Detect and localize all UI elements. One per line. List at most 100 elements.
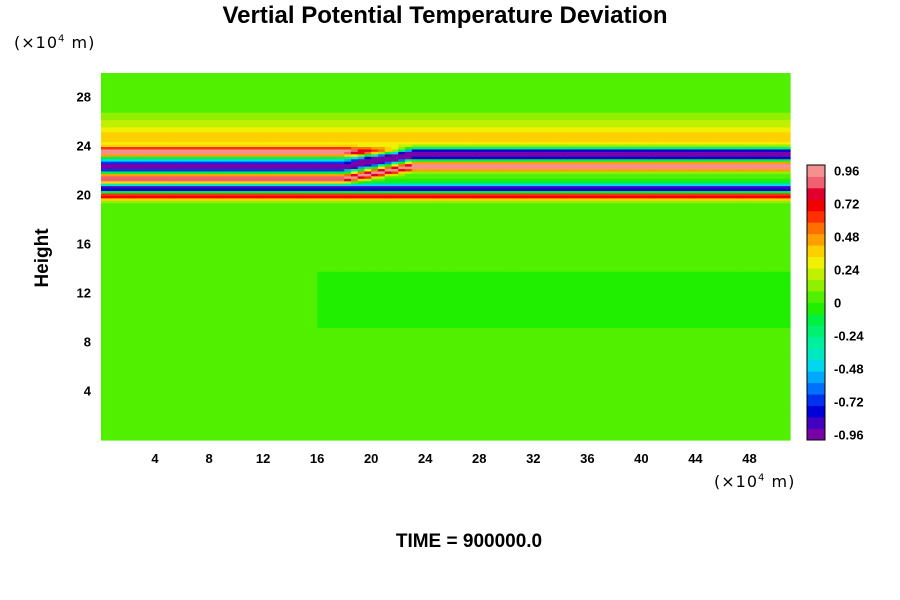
heatmap-cell <box>236 417 244 422</box>
heatmap-cell <box>202 410 210 414</box>
heatmap-cell <box>749 395 757 400</box>
heatmap-cell <box>377 398 386 402</box>
heatmap-cell <box>661 430 670 434</box>
heatmap-cell <box>594 427 602 431</box>
heatmap-cell <box>708 427 717 431</box>
heatmap-cell <box>452 425 460 429</box>
heatmap-cell <box>242 393 251 397</box>
heatmap-cell <box>708 415 717 419</box>
heatmap-cell <box>756 422 764 426</box>
heatmap-cell <box>634 405 642 409</box>
heatmap-cell <box>350 415 359 419</box>
heatmap-cell <box>452 420 460 424</box>
heatmap-cell <box>472 403 480 407</box>
heatmap-cell <box>296 430 305 434</box>
heatmap-cell <box>222 403 230 407</box>
heatmap-cell <box>404 398 413 402</box>
heatmap-cell <box>621 432 629 436</box>
heatmap-cell <box>445 413 453 417</box>
heatmap-cell <box>107 432 116 436</box>
heatmap-cell <box>688 437 697 441</box>
heatmap-cell <box>654 393 663 397</box>
heatmap-cell <box>276 405 284 409</box>
heatmap-cell <box>634 432 642 436</box>
heatmap-cell <box>141 422 149 426</box>
heatmap-cell <box>567 393 575 397</box>
heatmap-cell <box>398 400 406 404</box>
heatmap-cell <box>398 425 406 429</box>
heatmap-cell <box>506 395 514 400</box>
heatmap-cell <box>452 400 460 404</box>
heatmap-cell <box>114 435 122 439</box>
heatmap-cell <box>681 398 690 402</box>
heatmap-cell <box>391 410 399 414</box>
heatmap-cell <box>310 408 318 412</box>
heatmap-cell <box>492 408 501 412</box>
heatmap-cell <box>715 410 724 414</box>
heatmap-cell <box>526 391 534 395</box>
heatmap-cell <box>627 435 636 439</box>
heatmap-cell <box>634 393 642 397</box>
heatmap-cell <box>236 420 244 424</box>
heatmap-cell <box>756 435 764 439</box>
heatmap-cell <box>762 422 771 426</box>
heatmap-cell <box>783 435 791 439</box>
heatmap-cell <box>431 415 440 419</box>
heatmap-cell <box>533 413 541 417</box>
heatmap-cell <box>134 403 143 407</box>
heatmap-cell <box>371 405 379 409</box>
heatmap-cell <box>533 432 541 436</box>
heatmap-cell <box>675 393 683 397</box>
heatmap-cell <box>587 422 595 426</box>
heatmap-cell <box>202 403 210 407</box>
heatmap-cell <box>128 427 136 431</box>
heatmap-cell <box>209 400 217 404</box>
heatmap-cell <box>465 430 474 434</box>
heatmap-cell <box>648 422 656 426</box>
heatmap-cell <box>404 435 413 439</box>
heatmap-cell <box>317 395 325 400</box>
heatmap-cell <box>337 393 345 397</box>
heatmap-cell <box>580 395 588 400</box>
heatmap-cell <box>708 435 717 439</box>
heatmap-cell <box>330 408 339 412</box>
heatmap-cell <box>540 410 548 414</box>
heatmap-cell <box>573 413 582 417</box>
heatmap-cell <box>452 405 460 409</box>
heatmap-cell <box>236 425 244 429</box>
heatmap-cell <box>587 405 595 409</box>
heatmap-cell <box>783 393 791 397</box>
heatmap-cell <box>742 393 751 397</box>
heatmap-cell <box>384 410 393 414</box>
heatmap-cell <box>283 415 291 419</box>
heatmap-cell <box>621 435 629 439</box>
heatmap-cell <box>607 413 615 417</box>
heatmap-cell <box>344 410 352 414</box>
heatmap-cell <box>668 398 676 402</box>
heatmap-cell <box>431 427 440 431</box>
heatmap-cell <box>141 432 149 436</box>
heatmap-cell <box>506 435 514 439</box>
heatmap-cell <box>675 420 683 424</box>
heatmap-cell <box>182 403 190 407</box>
heatmap-cell <box>242 415 251 419</box>
heatmap-cell <box>715 425 724 429</box>
heatmap-cell <box>479 395 487 400</box>
heatmap-cell <box>519 427 528 431</box>
heatmap-cell <box>769 422 778 426</box>
heatmap-cell <box>533 408 541 412</box>
heatmap-cell <box>492 410 501 414</box>
heatmap-cell <box>296 391 305 395</box>
heatmap-cell <box>215 408 224 412</box>
heatmap-cell <box>540 413 548 417</box>
heatmap-cell <box>269 432 278 436</box>
heatmap-cell <box>648 430 656 434</box>
heatmap-cell <box>263 435 271 439</box>
heatmap-cell <box>344 400 352 404</box>
heatmap-cell <box>276 403 284 407</box>
heatmap-cell <box>715 395 724 400</box>
heatmap-cell <box>411 420 420 424</box>
heatmap-cell <box>702 410 710 414</box>
heatmap-cell <box>242 398 251 402</box>
heatmap-cell <box>668 410 676 414</box>
